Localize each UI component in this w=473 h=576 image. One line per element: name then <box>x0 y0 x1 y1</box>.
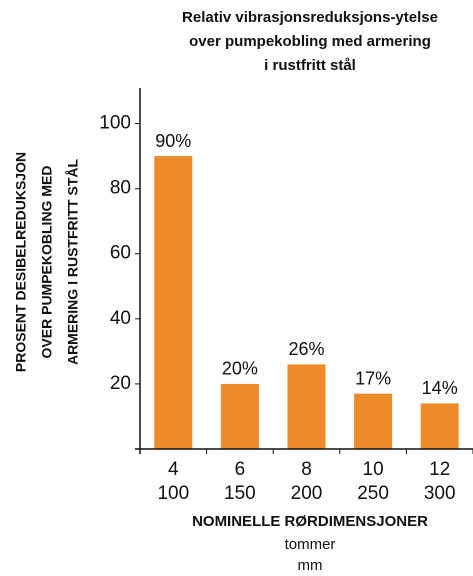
value-label: 14% <box>422 378 458 398</box>
y-tick-label: 80 <box>110 178 131 199</box>
y-axis-title-line: ARMERING I RUSTFRITT STÅL <box>65 159 81 366</box>
y-tick-label: 100 <box>99 113 131 134</box>
chart-title: i rustfritt stål <box>264 57 356 74</box>
value-label: 20% <box>222 359 258 379</box>
y-axis-title-line: OVER PUMPEKOBLING MED <box>39 166 55 359</box>
x-tick-label-mm: 150 <box>224 483 256 504</box>
x-tick-label: 6 <box>235 459 246 480</box>
y-axis-title: PROSENT DESIBELREDUKSJON OVER PUMPEKOBLIN… <box>13 152 81 372</box>
x-tick-label: 12 <box>429 459 450 480</box>
x-tick-label: 4 <box>168 459 179 480</box>
y-tick-label: 60 <box>110 243 131 264</box>
chart-title: Relativ vibrasjonsreduksjons-ytelse <box>182 9 438 26</box>
x-tick-label: 8 <box>301 459 312 480</box>
bar <box>287 364 326 449</box>
x-axis-title: NOMINELLE RØRDIMENSJONER <box>192 513 428 530</box>
x-tick-label-mm: 100 <box>157 483 189 504</box>
x-tick-label: 10 <box>363 459 384 480</box>
x-tick-label-mm: 200 <box>291 483 323 504</box>
bar <box>420 403 459 449</box>
y-tick-label: 40 <box>110 308 131 329</box>
y-axis-title-line: PROSENT DESIBELREDUKSJON <box>13 152 29 372</box>
y-tick-label: 20 <box>110 373 131 394</box>
x-axis-unit: mm <box>298 557 323 574</box>
value-label: 17% <box>355 368 391 388</box>
x-tick-label-mm: 250 <box>357 483 389 504</box>
bar <box>354 393 393 449</box>
chart-title: over pumpekobling med armering <box>189 33 431 50</box>
value-label: 26% <box>288 339 324 359</box>
x-axis-unit: tommer <box>285 536 336 553</box>
bar <box>220 383 259 449</box>
bar <box>154 156 193 449</box>
x-tick-label-mm: 300 <box>424 483 456 504</box>
value-label: 90% <box>155 131 191 151</box>
